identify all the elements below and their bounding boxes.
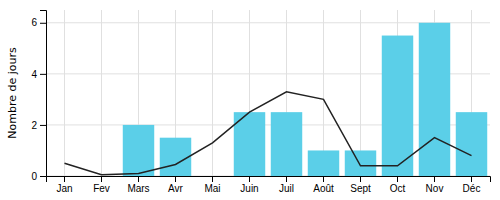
tick-label: 2	[31, 120, 37, 131]
grid-line	[212, 10, 213, 176]
tick: Avr	[168, 176, 183, 194]
grid-line	[64, 10, 65, 176]
tick: Jan	[56, 176, 72, 194]
tick-label: Déc	[463, 183, 481, 194]
tick: 2	[31, 120, 46, 131]
bar-series	[123, 23, 487, 176]
bar	[345, 150, 376, 176]
tick: Juin	[240, 176, 258, 194]
tick: Oct	[390, 176, 406, 194]
x-axis: Jan Fev Mars Avr Mai Juin Juil Août Sept Oct Nov Dé…	[47, 176, 491, 194]
tick-mark	[40, 74, 46, 75]
tick-mark	[397, 176, 398, 182]
bar	[456, 112, 487, 176]
bar	[308, 150, 339, 176]
grid-line	[101, 10, 102, 176]
tick-label: 0	[31, 171, 37, 182]
bar	[271, 112, 302, 176]
tick: Déc	[463, 176, 481, 194]
tick-mark	[434, 176, 435, 182]
tick-mark	[64, 176, 65, 182]
tick-label: Mars	[127, 183, 149, 194]
tick-label: Nov	[426, 183, 444, 194]
tick-label: Avr	[168, 183, 183, 194]
plot: Jan Fev Mars Avr Mai Juin Juil Août Sept Oct Nov Dé…	[31, 10, 490, 194]
bar	[49, 176, 80, 177]
tick: Nov	[426, 176, 444, 194]
tick: Août	[313, 176, 334, 194]
chart: Jan Fev Mars Avr Mai Juin Juil Août Sept Oct Nov Dé…	[0, 0, 500, 200]
y-axis: 0 2 4 6	[31, 11, 46, 182]
tick-label: Oct	[390, 183, 406, 194]
y-axis-title: Nombre de jours	[6, 47, 19, 139]
bar	[160, 138, 191, 176]
bar	[382, 36, 413, 176]
tick: Juil	[279, 176, 294, 194]
tick-mark	[138, 176, 139, 182]
tick: Mars	[127, 176, 149, 194]
tick-label: Août	[313, 183, 334, 194]
tick-label: Mai	[204, 183, 220, 194]
bar	[123, 125, 154, 176]
bar	[86, 176, 117, 177]
tick-label: Fev	[93, 183, 110, 194]
tick: 4	[31, 69, 46, 80]
tick-mark	[101, 176, 102, 182]
tick-mark	[471, 176, 472, 182]
tick-label: Jan	[56, 183, 72, 194]
axis-line	[47, 177, 491, 183]
tick: Mai	[204, 176, 220, 194]
tick-label: Juil	[279, 183, 294, 194]
tick-mark	[40, 176, 46, 177]
tick: 6	[31, 17, 46, 28]
line	[65, 92, 472, 175]
tick-mark	[323, 176, 324, 182]
grid	[46, 10, 490, 176]
tick-mark	[40, 125, 46, 126]
tick-mark	[360, 176, 361, 182]
tick-mark	[175, 176, 176, 182]
axis-line	[40, 11, 47, 177]
bar	[419, 23, 450, 176]
tick-mark	[40, 23, 46, 24]
tick-label: 4	[31, 69, 37, 80]
tick-mark	[286, 176, 287, 182]
tick-mark	[249, 176, 250, 182]
marks	[65, 23, 488, 176]
tick: 0	[31, 171, 46, 182]
tick-label: 6	[31, 17, 37, 28]
tick: Fev	[93, 176, 110, 194]
tick-label: Juin	[240, 183, 258, 194]
tick-mark	[212, 176, 213, 182]
tick-label: Sept	[350, 183, 371, 194]
tick: Sept	[350, 176, 371, 194]
bar	[197, 176, 228, 177]
